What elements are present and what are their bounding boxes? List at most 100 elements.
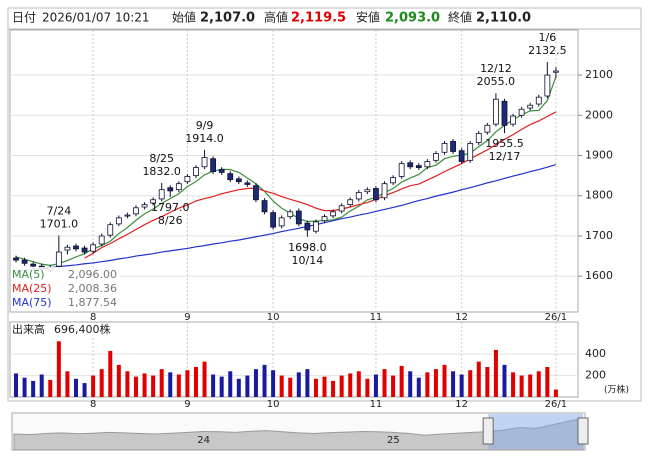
- volume-bar: [502, 364, 507, 397]
- volume-bar: [468, 370, 473, 397]
- volume-bar: [168, 372, 173, 397]
- candle-body: [278, 217, 285, 227]
- volume-label-box: [11, 323, 123, 337]
- y-tick-label: 1600: [585, 269, 613, 282]
- candle-body: [450, 141, 456, 152]
- candle-body: [321, 216, 328, 222]
- volume-bar: [433, 369, 438, 397]
- candle-body: [398, 163, 405, 177]
- open-value: 2,107.0: [200, 11, 255, 26]
- volume-bar: [91, 375, 96, 397]
- volume-bar: [48, 379, 53, 397]
- candle-body: [98, 235, 105, 245]
- y-tick-label: 2000: [585, 108, 613, 121]
- close-value: 2,110.0: [476, 11, 531, 26]
- candle-body: [484, 124, 491, 133]
- candle-body: [13, 257, 19, 261]
- candle-body: [501, 100, 508, 126]
- navigator-window: [488, 414, 583, 449]
- volume-bar: [56, 341, 61, 397]
- candle-body: [381, 183, 388, 199]
- candle-body: [115, 217, 122, 225]
- volume-bar: [219, 376, 224, 397]
- candle-body: [355, 192, 362, 200]
- x-tick-label: 9: [184, 312, 190, 323]
- volume-bar: [99, 369, 104, 397]
- annotation-value: 1698.0: [288, 241, 327, 254]
- annotation-date: 12/12: [480, 62, 512, 75]
- candle-body: [535, 96, 542, 105]
- plot-layer: 1600 1700 1800 1900 2000 2100 200 400 (万株) 8 8 9 9 10…: [10, 30, 629, 451]
- high-value: 2,119.5: [291, 11, 346, 26]
- ma-legend-value: 2,096.00: [68, 268, 117, 281]
- candle-body: [415, 165, 422, 168]
- volume-bar: [236, 378, 241, 397]
- volume-bar: [425, 372, 430, 397]
- x-tick-label: 8: [90, 312, 96, 323]
- high-label: 高値: [264, 10, 288, 25]
- volume-bar: [553, 389, 558, 397]
- volume-bar: [348, 373, 353, 397]
- volume-bar: [228, 371, 233, 397]
- ma-line: [15, 163, 557, 272]
- y-tick-label: 2100: [585, 68, 613, 81]
- annotation-date: 7/24: [46, 205, 71, 218]
- candle-body: [518, 108, 525, 116]
- volume-bar: [442, 364, 447, 397]
- navigator-label: 25: [387, 435, 400, 446]
- x-tick-label: 10: [267, 399, 280, 410]
- volume-total: 696,400株: [54, 322, 111, 336]
- volume-bar: [202, 361, 207, 397]
- y-tick-label: 1700: [585, 229, 613, 242]
- volume-bar: [39, 374, 44, 397]
- volume-bar: [279, 375, 284, 397]
- ma-legend-value: 1,877.54: [68, 296, 117, 309]
- candle-body: [295, 210, 302, 225]
- volume-bar: [193, 367, 198, 397]
- volume-bar: [245, 375, 250, 397]
- ma-line: [84, 111, 557, 259]
- volume-bar: [365, 378, 370, 397]
- annotation-date: 8/25: [149, 152, 174, 165]
- navigator-handle[interactable]: [482, 417, 494, 445]
- candle-body: [330, 211, 336, 217]
- candle-body: [55, 251, 62, 267]
- volume-bar: [545, 367, 550, 397]
- candle-body: [364, 189, 371, 193]
- navigator-label: 24: [197, 435, 210, 446]
- volume-bar: [108, 350, 113, 397]
- candle-body: [73, 245, 79, 250]
- candle-body: [467, 143, 474, 161]
- navigator-handle[interactable]: [577, 417, 589, 445]
- candle-body: [218, 169, 225, 173]
- volume-bar: [253, 369, 258, 397]
- candle-body: [81, 247, 88, 253]
- volume-bar: [408, 371, 413, 397]
- volume-bar: [73, 378, 78, 397]
- x-tick-label: 26/1: [545, 312, 567, 323]
- candle-body: [201, 157, 208, 168]
- volume-bar: [211, 374, 216, 397]
- volume-bar: [22, 377, 27, 397]
- volume-bar: [528, 374, 533, 397]
- volume-bar: [356, 371, 361, 397]
- candle-body: [373, 188, 379, 201]
- x-tick-label: 11: [370, 312, 383, 323]
- annotation-date: 8/26: [158, 214, 183, 227]
- annotation-value: 1701.0: [40, 218, 79, 231]
- annotation-value: 1832.0: [142, 165, 181, 178]
- open-label: 始値: [172, 10, 196, 25]
- ma-line: [15, 76, 557, 266]
- annotation-date: 10/14: [292, 254, 324, 267]
- candle-body: [175, 183, 182, 191]
- volume-tick-label: 200: [585, 369, 606, 382]
- volume-bar: [476, 361, 481, 397]
- candle-body: [244, 182, 251, 185]
- volume-bar: [125, 371, 130, 397]
- candle-body: [210, 158, 217, 173]
- candle-body: [424, 161, 431, 168]
- volume-bar: [262, 364, 267, 397]
- candle-body: [407, 162, 414, 168]
- y-tick-label: 1900: [585, 149, 613, 162]
